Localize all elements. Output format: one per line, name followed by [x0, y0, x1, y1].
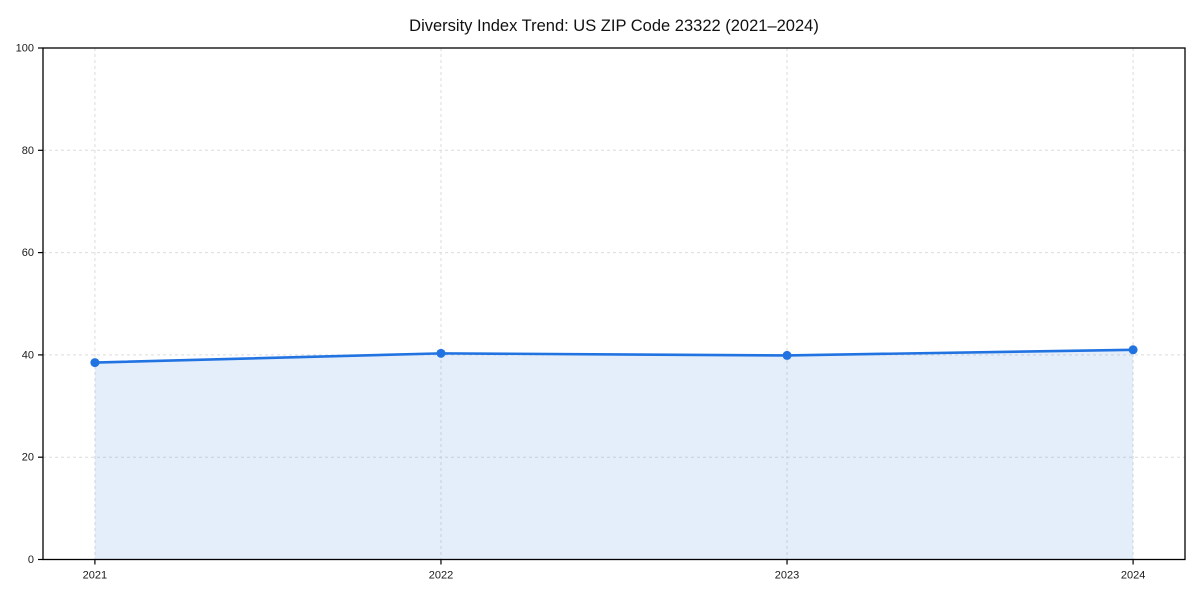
y-tick-label: 40: [22, 349, 34, 361]
y-tick-label: 80: [22, 145, 34, 157]
y-tick-label: 100: [16, 43, 34, 55]
data-point: [782, 350, 792, 360]
plot-border: [42, 47, 1186, 561]
x-tick-label: 2022: [429, 570, 453, 582]
x-tick-label: 2021: [83, 570, 107, 582]
x-tick-label: 2024: [1121, 570, 1145, 582]
y-tick-label: 0: [28, 554, 34, 566]
x-tick-label: 2023: [775, 570, 799, 582]
data-point: [1128, 345, 1138, 355]
data-point: [90, 358, 100, 368]
trend-line: [93, 348, 1135, 364]
chart-title: Diversity Index Trend: US ZIP Code 23322…: [409, 17, 819, 35]
y-tick-label: 60: [22, 247, 34, 259]
plot-area: 0 20 40 60 80 100 2021 2022 2023 2024: [16, 43, 1186, 582]
y-tick-label: 20: [22, 452, 34, 464]
data-point: [436, 348, 446, 358]
area-fill: [94, 349, 1134, 560]
